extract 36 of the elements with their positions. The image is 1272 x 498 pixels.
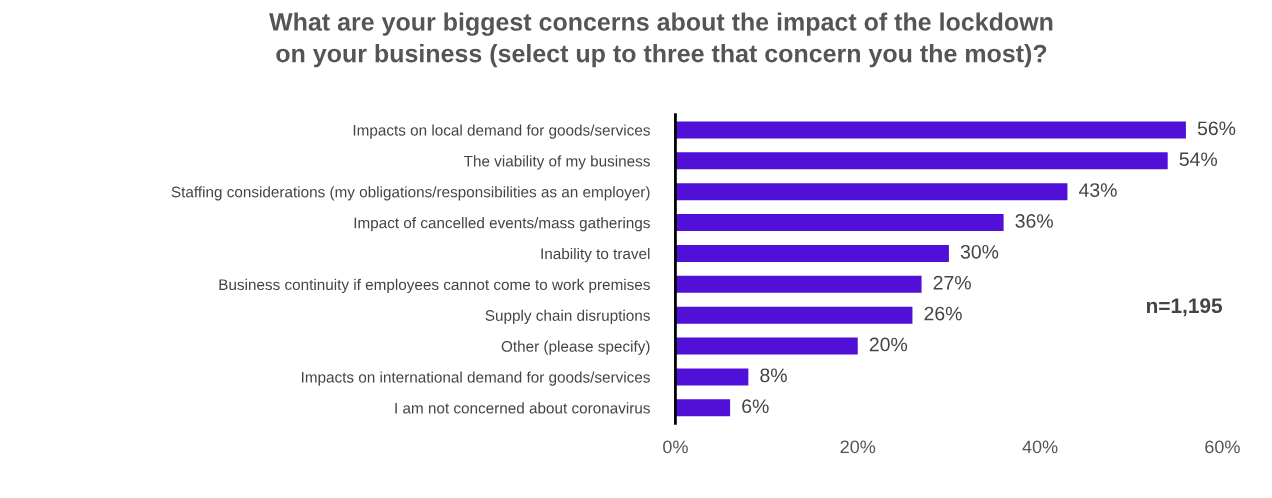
bar	[675, 121, 1186, 139]
bar	[675, 244, 949, 262]
y-tick-label: I am not concerned about coronavirus	[395, 402, 650, 414]
chart-title: What are your biggest concerns about the impact of the lockdown on your business (select up to three that concern you the most)?	[269, 12, 1053, 68]
data-label: 20%	[869, 337, 908, 352]
data-label: 6%	[742, 399, 769, 414]
y-tick-label: Other (please specify)	[501, 340, 650, 355]
data-label: 8%	[760, 368, 787, 383]
annotation: n=1,195	[1146, 298, 1223, 317]
x-tick-label: 40%	[1022, 440, 1058, 454]
data-label: 56%	[1197, 121, 1236, 136]
y-tick-label: Staffing considerations (my obligations/responsibilities as an employer)	[171, 186, 650, 201]
y-tick-label: Impact of cancelled events/mass gatherings	[354, 217, 650, 232]
y-tick-label: Supply chain disruptions	[485, 309, 650, 324]
data-label: 30%	[960, 244, 999, 259]
x-tick-label: 0%	[663, 440, 688, 454]
data-label: 27%	[933, 275, 971, 290]
x-tick-label: 60%	[1205, 440, 1240, 454]
bar	[675, 337, 858, 355]
data-label: 36%	[1015, 214, 1053, 228]
bar	[675, 152, 1168, 170]
bar	[675, 183, 1068, 201]
y-tick-label: Inability to travel	[541, 247, 650, 263]
y-tick-label: Business continuity if employees cannot come to work premises	[219, 278, 650, 294]
bar	[675, 368, 749, 386]
bar	[675, 214, 1004, 232]
data-label: 43%	[1078, 183, 1117, 197]
x-tick-label: 20%	[840, 440, 876, 454]
y-tick-label: The viability of my business	[463, 155, 650, 170]
y-tick-label: Impacts on local demand for goods/services	[353, 124, 650, 139]
bar	[675, 306, 913, 324]
data-label: 54%	[1179, 152, 1218, 167]
bar	[675, 399, 731, 417]
bar	[675, 275, 922, 293]
data-label: 26%	[924, 306, 962, 321]
y-tick-label: Impacts on international demand for goods/services	[301, 371, 650, 386]
